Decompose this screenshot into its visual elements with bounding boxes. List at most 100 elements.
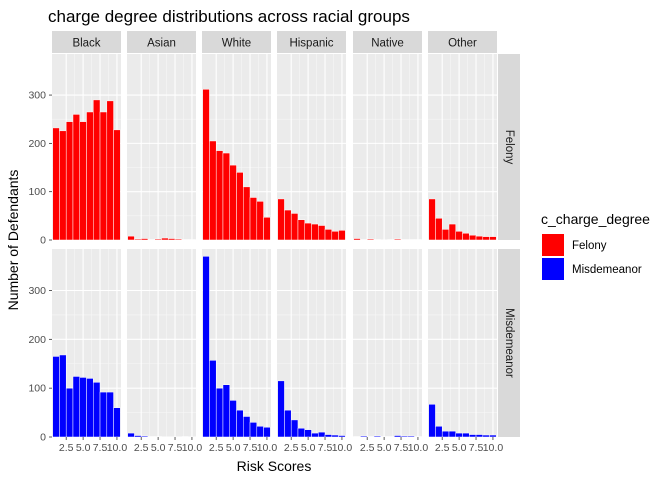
bar [249, 197, 258, 241]
bar [400, 435, 409, 438]
bar [360, 435, 368, 438]
bar [297, 219, 305, 241]
x-tick-label: 5.0 [377, 442, 392, 454]
facet-strip-other [428, 31, 497, 53]
legend-key-felony [542, 234, 564, 256]
facet-strip-asian [127, 31, 196, 53]
bar [106, 100, 114, 241]
x-tick-label: 10.0 [182, 442, 203, 454]
bar [407, 435, 415, 438]
bar [79, 121, 87, 241]
bar [324, 229, 333, 241]
bar [72, 376, 80, 438]
bar [331, 434, 339, 438]
x-tick-label: 7.5 [469, 442, 484, 454]
facet-strip-label: Other [448, 38, 477, 50]
bar [284, 409, 292, 438]
facet-strip-label: Hispanic [289, 38, 333, 50]
y-tick-label: 100 [28, 186, 46, 198]
facet-grid: Black Asian White Hispanic Native Other Felony… [28, 31, 520, 454]
bar [202, 89, 210, 241]
bar [324, 434, 333, 438]
y-tick-label: 300 [28, 90, 46, 102]
x-tick-label: 5.0 [76, 442, 91, 454]
y-axis-label: Number of Defendants [5, 170, 21, 311]
bar [161, 237, 169, 241]
x-tick-label: 2.5 [284, 442, 299, 454]
legend-label: Felony [572, 240, 607, 252]
x-tick-label: 2.5 [134, 442, 149, 454]
bar [263, 217, 271, 241]
panel-background [428, 249, 497, 437]
bar [127, 235, 135, 241]
panel-black-felony [52, 54, 121, 241]
panel-background [353, 249, 422, 437]
facet-strip-label: White [222, 38, 251, 50]
panel-background [353, 54, 422, 240]
panel-background [127, 54, 196, 240]
bar [72, 114, 80, 241]
bar [256, 426, 264, 438]
legend-label: Misdemeanor [572, 264, 642, 276]
bar [290, 213, 299, 241]
bar [222, 152, 230, 241]
bar [52, 356, 60, 438]
facet-strip-label: Misdemeanor [503, 308, 515, 378]
bar [373, 435, 381, 438]
x-tick-label: 5.0 [226, 442, 241, 454]
bar [482, 236, 490, 241]
x-tick-label: 5.0 [452, 442, 467, 454]
bar [168, 238, 176, 241]
bar [65, 121, 74, 241]
panel-other-felony [428, 54, 497, 241]
bar [86, 111, 94, 241]
bar [318, 431, 326, 438]
panel-white-misdemeanor: 2.5 5.0 7.5 10.0 [202, 249, 277, 454]
bar [455, 231, 463, 241]
panel-white-felony [202, 54, 271, 241]
facet-strip-white [202, 31, 271, 53]
x-tick-label: 2.5 [209, 442, 224, 454]
bar [140, 435, 149, 438]
bar [331, 231, 339, 241]
bar [134, 238, 142, 241]
bar [52, 127, 60, 241]
x-tick-label: 10.0 [408, 442, 429, 454]
bar [134, 435, 142, 438]
bar [469, 434, 477, 438]
bar [93, 99, 101, 241]
bar [236, 409, 244, 438]
facet-strip-black [52, 31, 121, 53]
bar [202, 256, 210, 438]
bar [140, 238, 149, 241]
bar [428, 404, 436, 438]
x-tick-label: 7.5 [318, 442, 333, 454]
bar [311, 223, 319, 241]
bar [394, 435, 402, 438]
bar [448, 223, 456, 241]
facet-strip-label: Native [371, 38, 404, 50]
y-tick-label: 100 [28, 383, 46, 395]
bar [455, 432, 463, 438]
panel-native-misdemeanor: 2.5 5.0 7.5 10.0 [353, 249, 428, 454]
bar [353, 238, 361, 241]
bar [338, 435, 346, 438]
bar [99, 111, 108, 241]
bar [462, 432, 470, 438]
facet-strip-native [353, 31, 422, 53]
bar [475, 235, 484, 241]
x-tick-label: 10.0 [107, 442, 128, 454]
bar [277, 198, 285, 241]
facet-strip-label: Felony [503, 130, 515, 165]
panel-hispanic-misdemeanor: 2.5 5.0 7.5 10.0 [277, 249, 352, 454]
x-tick-label: 10.0 [257, 442, 278, 454]
bar [209, 140, 217, 241]
panel-asian-misdemeanor: 2.5 5.0 7.5 10.0 [127, 249, 202, 454]
facet-strip-misdemeanor [498, 249, 520, 437]
bar [482, 434, 490, 438]
facet-strip-label: Black [72, 38, 100, 50]
bar [215, 387, 224, 438]
bar [79, 377, 87, 438]
x-tick-label: 10.0 [332, 442, 353, 454]
